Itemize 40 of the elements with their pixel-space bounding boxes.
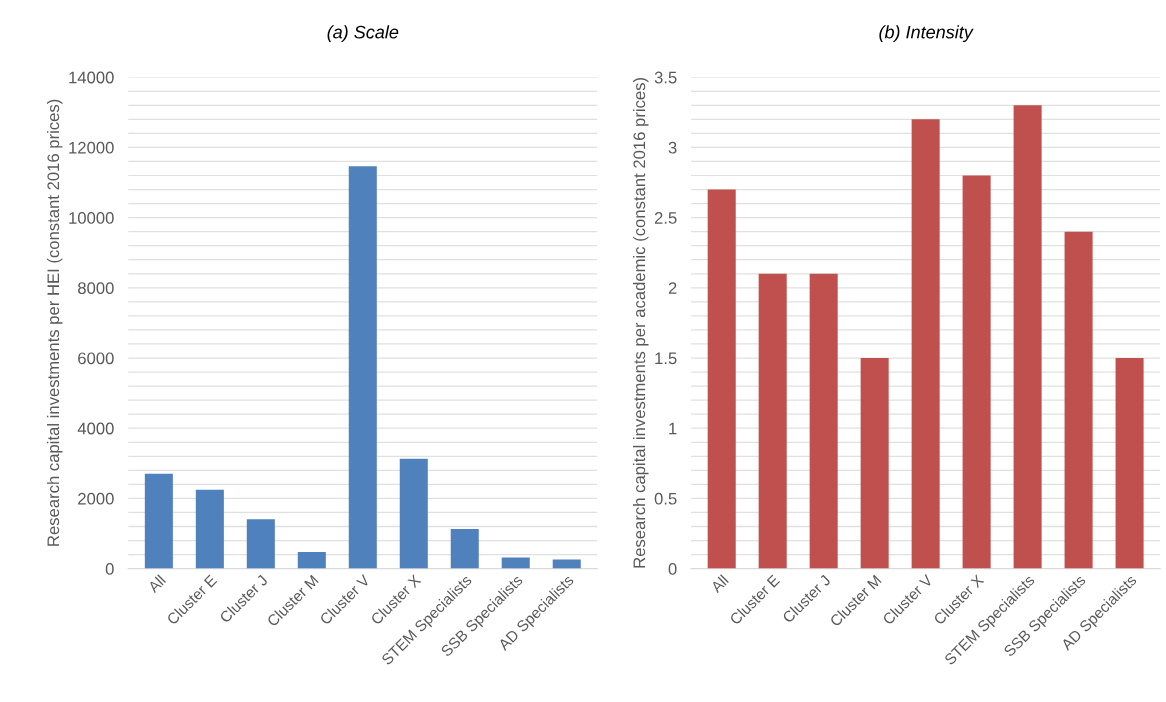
y-tick-label: 1.5 [655,352,677,365]
bar [1115,358,1144,569]
y-tick-label: 3.5 [654,71,677,84]
x-tick-label: All [709,574,729,594]
bar [1013,105,1042,569]
bar [348,166,377,569]
bar [144,473,173,569]
chart-title: (b) Intensity [879,25,974,43]
y-tick-label: 1 [669,422,677,435]
bar [911,119,940,569]
y-tick-label: 12000 [69,141,114,154]
y-tick-label: 2 [668,282,677,294]
bar [246,519,275,569]
y-axis-title: Research capital investments per HEI (constant 2016 prices) [46,99,63,546]
y-tick-label: 0 [105,563,114,575]
y-tick-label: 4000 [77,422,114,435]
bar [962,175,991,569]
y-tick-label: 8000 [78,282,114,295]
y-tick-label: 10000 [69,212,114,224]
bar [552,559,581,569]
bar [809,273,838,569]
y-tick-label: 6000 [78,352,114,365]
bar [501,557,530,569]
bar [399,458,428,569]
bar [860,358,889,569]
bar [450,528,479,569]
y-axis-title: Research capital investments per academic (constant 2016 prices) [632,77,649,568]
bar [297,552,326,569]
bar [195,489,224,569]
chart-title: (a) Scale [327,25,399,43]
bar [1064,231,1093,569]
y-tick-label: 0 [668,563,677,575]
y-tick-label: 0.5 [654,492,677,505]
x-tick-label: All [146,574,166,594]
bar [758,273,787,569]
y-tick-label: 14000 [69,71,114,84]
bar [707,189,736,569]
y-tick-label: 3 [668,141,677,154]
y-tick-label: 2000 [78,492,114,505]
y-tick-label: 2.5 [654,212,677,224]
